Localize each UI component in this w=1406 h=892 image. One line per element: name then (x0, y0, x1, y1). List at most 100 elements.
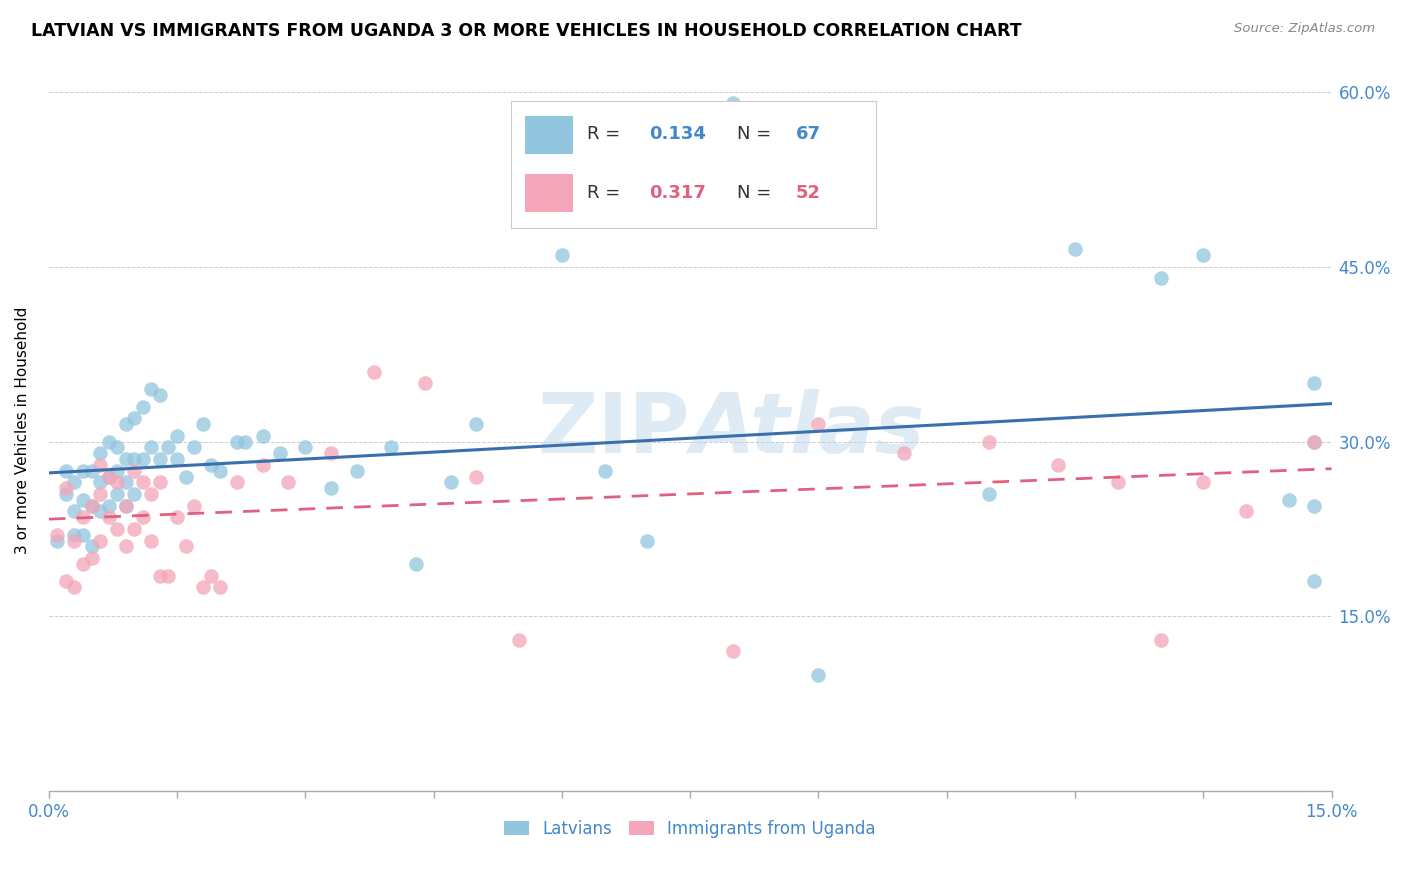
Point (1149, 271, 1171, 285)
Point (363, 365, 385, 379)
Point (89, 446, 111, 460)
Point (893, 446, 915, 460)
Point (636, 533, 658, 548)
Point (1046, 458, 1069, 472)
Point (166, 510, 188, 524)
Point (80, 540, 103, 554)
Point (200, 458, 222, 472)
Point (721, 644, 744, 658)
Point (89, 475, 111, 490)
Point (97, 469, 120, 483)
Point (465, 469, 488, 483)
Point (269, 446, 291, 460)
Point (89, 533, 111, 548)
Point (89, 504, 111, 518)
Point (55, 574, 77, 589)
Point (252, 428, 274, 442)
Point (252, 458, 274, 472)
Point (114, 475, 136, 490)
Point (132, 510, 155, 524)
Point (141, 441, 163, 455)
Point (89, 487, 111, 501)
Point (63, 580, 86, 594)
Point (122, 452, 145, 467)
Point (1303, 434, 1326, 449)
Point (72, 492, 94, 507)
Point (122, 487, 145, 501)
Point (72, 528, 94, 542)
Point (508, 632, 530, 647)
Point (46, 528, 69, 542)
Point (183, 441, 205, 455)
Point (55, 464, 77, 478)
Point (55, 487, 77, 501)
Point (46, 533, 69, 548)
Point (114, 499, 136, 513)
Point (166, 428, 188, 442)
Point (80, 464, 103, 478)
Point (294, 441, 316, 455)
Point (413, 376, 436, 391)
Point (122, 411, 145, 425)
Point (122, 522, 145, 536)
Point (979, 434, 1001, 449)
Point (157, 568, 180, 582)
Point (114, 417, 136, 431)
Point (166, 452, 188, 467)
Point (80, 551, 103, 566)
Point (465, 417, 488, 431)
Point (89, 458, 111, 472)
Point (979, 487, 1001, 501)
Point (149, 568, 172, 582)
Point (593, 464, 616, 478)
Point (225, 475, 247, 490)
Point (149, 475, 172, 490)
Text: LATVIAN VS IMMIGRANTS FROM UGANDA 3 OR MORE VEHICLES IN HOUSEHOLD CORRELATION CH: LATVIAN VS IMMIGRANTS FROM UGANDA 3 OR M… (31, 22, 1022, 40)
Point (149, 452, 172, 467)
Point (346, 464, 368, 478)
Point (97, 469, 120, 483)
Point (97, 499, 120, 513)
Legend: Latvians, Immigrants from Uganda: Latvians, Immigrants from Uganda (498, 813, 883, 845)
Point (105, 464, 128, 478)
Point (174, 540, 197, 554)
Point (1303, 574, 1326, 589)
Point (235, 434, 257, 449)
Point (149, 388, 172, 402)
Point (807, 667, 830, 681)
Point (593, 202, 616, 216)
Point (277, 475, 299, 490)
Point (721, 96, 744, 111)
Point (1149, 632, 1171, 647)
Point (97, 434, 120, 449)
Point (208, 580, 231, 594)
Y-axis label: 3 or more Vehicles in Household: 3 or more Vehicles in Household (15, 306, 30, 554)
Point (72, 510, 94, 524)
Point (1234, 504, 1257, 518)
Point (157, 441, 180, 455)
Point (319, 446, 342, 460)
Point (105, 522, 128, 536)
Point (114, 499, 136, 513)
Point (191, 417, 214, 431)
Point (114, 540, 136, 554)
Point (174, 469, 197, 483)
Point (1107, 475, 1129, 490)
Point (132, 452, 155, 467)
Point (551, 248, 574, 262)
Point (132, 475, 155, 490)
Point (319, 481, 342, 495)
Point (105, 487, 128, 501)
Point (183, 499, 205, 513)
Point (1303, 376, 1326, 391)
Text: Source: ZipAtlas.com: Source: ZipAtlas.com (1234, 22, 1375, 36)
Point (122, 464, 145, 478)
Point (63, 504, 86, 518)
Point (105, 475, 128, 490)
Point (1192, 475, 1215, 490)
Point (80, 499, 103, 513)
Text: ZIP: ZIP (537, 390, 690, 470)
Point (132, 400, 155, 414)
Point (1303, 499, 1326, 513)
Point (63, 528, 86, 542)
